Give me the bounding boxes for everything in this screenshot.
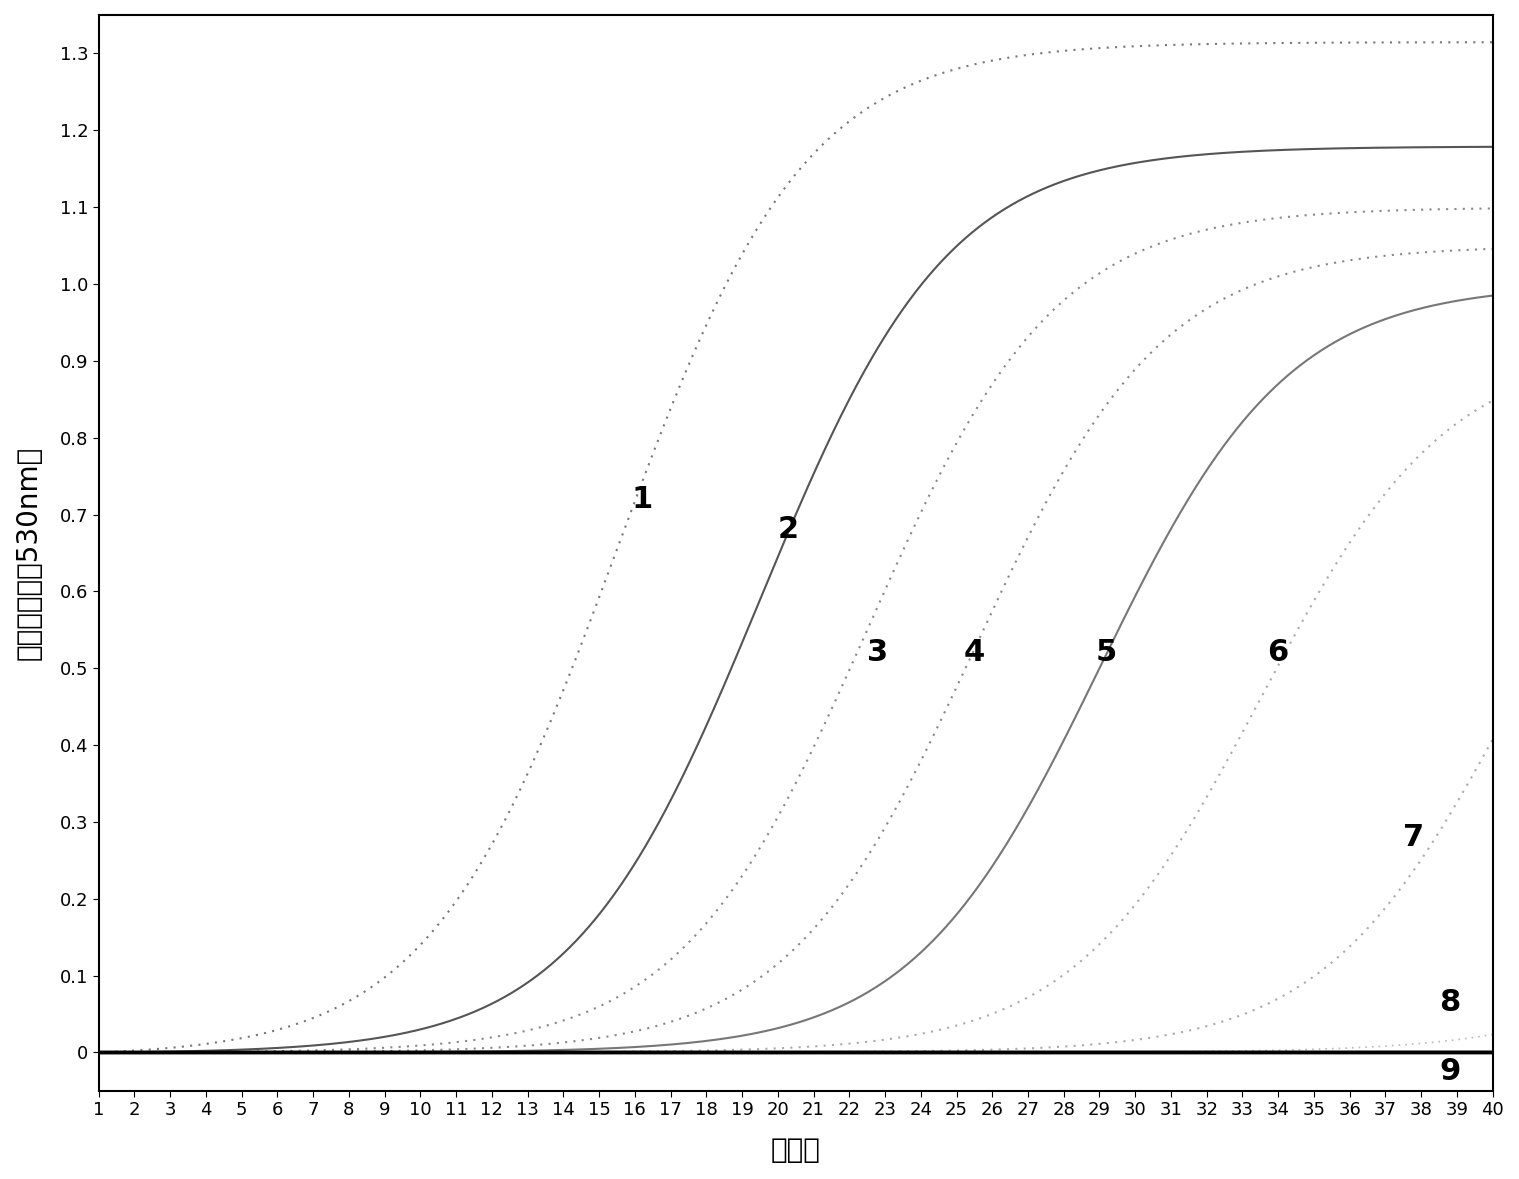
Text: 7: 7 [1404,823,1425,851]
Text: 8: 8 [1438,988,1460,1017]
Text: 6: 6 [1267,638,1288,667]
Text: 3: 3 [867,638,889,667]
Text: 1: 1 [632,485,653,514]
Text: 4: 4 [963,638,984,667]
X-axis label: 循环数: 循环数 [770,1137,820,1164]
Text: 9: 9 [1438,1058,1460,1086]
Text: 5: 5 [1097,638,1118,667]
Y-axis label: 荧光吸收值（530nm）: 荧光吸收值（530nm） [15,446,43,660]
Text: 2: 2 [778,515,799,545]
